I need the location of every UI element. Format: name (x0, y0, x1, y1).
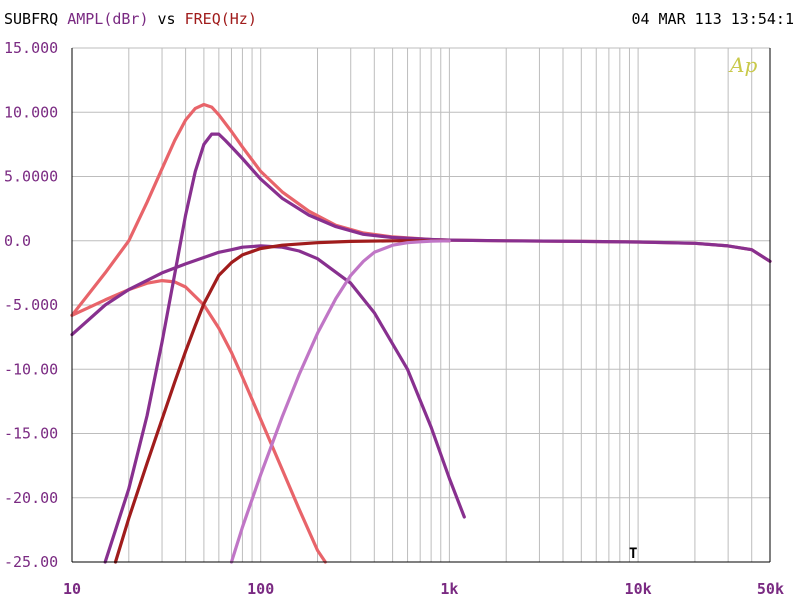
chart-header: SUBFRQ AMPL(dBr) vs FREQ(Hz) (4, 10, 257, 28)
subfrq-label: SUBFRQ (4, 10, 59, 28)
axes (71, 48, 771, 563)
series-line-2 (70, 279, 327, 564)
y-tick-label: 15.000 (4, 39, 58, 57)
y-tick-label: -15.00 (4, 425, 58, 443)
y-tick-label: -5.000 (4, 296, 58, 314)
series-line-6 (229, 239, 451, 564)
marker-t: T (629, 546, 637, 562)
series-group (70, 102, 772, 564)
x-tick-label: 10 (63, 580, 81, 598)
grid (71, 47, 771, 563)
y-tick-label: 5.0000 (4, 168, 58, 186)
y-tick-label: -25.00 (4, 553, 58, 571)
y-tick-label: 0.0 (4, 232, 31, 250)
y-tick-label: -20.00 (4, 489, 58, 507)
ampl-label: AMPL(dBr) (67, 10, 149, 28)
x-tick-label: 50k (757, 580, 784, 598)
series-line-3 (70, 244, 466, 519)
ap-logo: Ap (728, 53, 757, 77)
y-tick-label: 10.000 (4, 103, 58, 121)
freq-label: FREQ(Hz) (184, 10, 257, 28)
tick-labels: 15.000 10.000 5.0000 0.0 -5.000 -10.00 -15.00 -… (4, 39, 784, 598)
timestamp: 04 MAR 113 13:54:1 (631, 10, 794, 28)
x-tick-label: 10k (625, 580, 652, 598)
vs-label: vs (157, 10, 176, 28)
series-line-5 (113, 239, 451, 564)
x-tick-label: 100 (247, 580, 274, 598)
series-line-4 (103, 132, 772, 564)
x-tick-label: 1k (440, 580, 458, 598)
y-tick-label: -10.00 (4, 360, 58, 378)
